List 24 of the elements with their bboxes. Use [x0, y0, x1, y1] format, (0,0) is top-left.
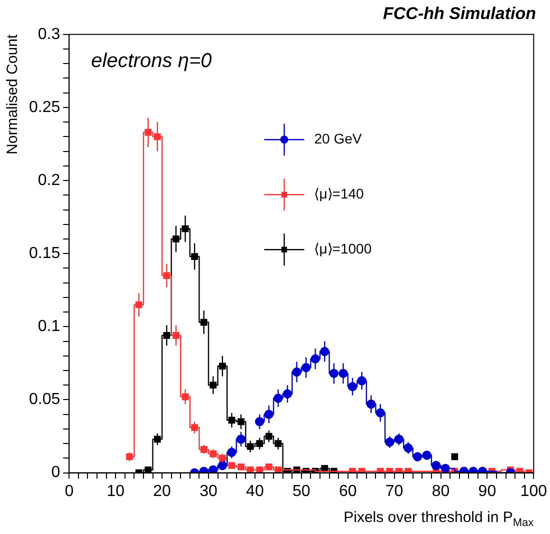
y-tick-label: 0.15	[29, 245, 60, 262]
legend-label: 20 GeV	[314, 130, 362, 146]
annotation: electrons η=0	[91, 50, 212, 72]
x-tick-label: 50	[292, 482, 310, 500]
y-tick-label: 0.25	[29, 98, 60, 116]
y-axis-title: Normalised Count	[4, 34, 22, 154]
x-tick-label: 0	[64, 482, 74, 500]
x-tick-label: 90	[478, 482, 496, 500]
x-tick-label: 20	[153, 482, 172, 500]
x-tick-label: 60	[338, 482, 357, 500]
x-tick-label: 30	[200, 482, 218, 500]
y-tick-label: 0.05	[29, 391, 60, 408]
legend-label: ⟨μ⟩=140	[314, 185, 364, 202]
legend-label: ⟨μ⟩=1000	[314, 240, 372, 256]
x-tick-label: 70	[385, 482, 404, 500]
x-tick-label: 40	[246, 482, 264, 500]
x-tick-label: 80	[432, 482, 450, 500]
y-tick-label: 0	[51, 464, 60, 482]
x-tick-label: 10	[106, 482, 125, 500]
chart-title: FCC-hh Simulation	[383, 4, 536, 23]
x-tick-label: 100	[520, 482, 548, 500]
y-tick-label: 0.1	[38, 318, 60, 336]
y-tick-label: 0.3	[38, 26, 60, 43]
y-tick-label: 0.2	[38, 172, 60, 189]
